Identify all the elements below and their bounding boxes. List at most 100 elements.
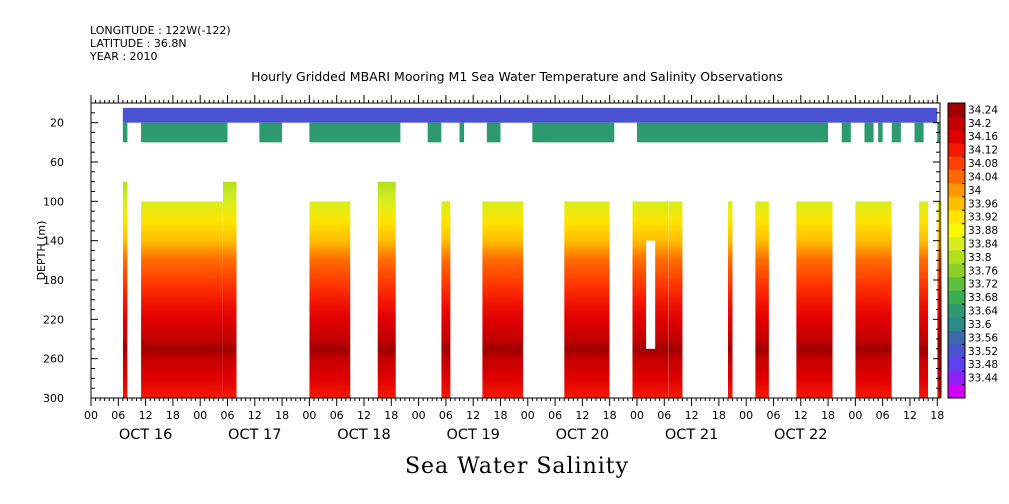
x-hour-label: 12 (357, 409, 371, 422)
colorbar-label: 33.56 (968, 332, 998, 344)
deep-segment-11 (755, 201, 769, 398)
colorbar-label: 34.08 (968, 158, 998, 170)
x-day-label: OCT 22 (774, 427, 827, 443)
x-hour-label: 06 (876, 409, 890, 422)
deep-segment-13 (855, 201, 892, 398)
colorbar-label: 33.52 (968, 346, 998, 358)
chart-title: Hourly Gridded MBARI Mooring M1 Sea Wate… (251, 69, 783, 84)
data-layer (122, 107, 942, 398)
variable-title: Sea Water Salinity (404, 454, 630, 479)
x-hour-label: 18 (712, 409, 726, 422)
colorbar-bin (948, 196, 965, 211)
colorbar-bin (948, 371, 965, 386)
x-hour-label: 12 (903, 409, 917, 422)
shallow-segment-8 (636, 122, 829, 143)
y-tick-label: 140 (43, 235, 64, 248)
x-hour-label: 18 (821, 409, 835, 422)
colorbar-label: 34.2 (968, 118, 991, 130)
colorbar-bin (948, 183, 965, 198)
colorbar-label: 33.88 (968, 225, 998, 237)
x-hour-label: 00 (193, 409, 207, 422)
x-day-label: OCT 17 (228, 427, 281, 443)
colorbar-label: 33.68 (968, 292, 998, 304)
deep-segment-14 (919, 201, 929, 398)
axes: 20 60 100 140 180 220 260 300 DEPTH (m) 00 06 12 18 0… (35, 95, 944, 443)
y-tick-label: 300 (43, 392, 64, 405)
x-hour-label: 00 (302, 409, 316, 422)
deep-segment-4 (377, 181, 396, 398)
colorbar-label: 33.44 (968, 373, 998, 385)
shallow-segment-9 (841, 122, 851, 143)
x-hour-label: 00 (848, 409, 862, 422)
colorbar-bin (948, 344, 965, 359)
colorbar-bin (948, 357, 965, 372)
deep-segment-9 (668, 201, 683, 398)
colorbar-bin (948, 250, 965, 265)
x-hour-label: 18 (493, 409, 507, 422)
x-hour-label: 06 (548, 409, 562, 422)
x-hour-label: 18 (384, 409, 398, 422)
colorbar-label: 33.64 (968, 306, 998, 318)
shallow-segment-1 (141, 122, 228, 143)
y-tick-label: 100 (43, 195, 64, 208)
shallow-segment-6 (486, 122, 501, 143)
x-hour-label: 18 (930, 409, 944, 422)
deep-segment-0 (122, 181, 128, 398)
x-hour-label: 18 (275, 409, 289, 422)
x-day-label: OCT 20 (556, 427, 609, 443)
x-hour-label: 18 (166, 409, 180, 422)
deep-segment-2 (222, 181, 237, 398)
colorbar-label: 33.92 (968, 212, 998, 224)
deep-segment-6 (482, 201, 524, 398)
x-hour-label: 18 (603, 409, 617, 422)
shallow-segment-0 (122, 122, 128, 143)
colorbar-bin (948, 143, 965, 158)
y-tick-label: 20 (50, 117, 64, 130)
colorbar-label: 33.96 (968, 198, 998, 210)
deep-segment-10 (727, 201, 733, 398)
y-tick-label: 220 (43, 313, 64, 326)
deep-segment-12 (796, 201, 833, 398)
colorbar-label: 34 (968, 185, 982, 197)
colorbar-bin (948, 330, 965, 345)
x-day-label: OCT 19 (446, 427, 499, 443)
shallow-segment-10 (864, 122, 874, 143)
colorbar-label: 33.76 (968, 265, 998, 277)
x-hour-label: 06 (220, 409, 234, 422)
x-hour-label: 12 (248, 409, 262, 422)
y-tick-label: 260 (43, 353, 64, 366)
x-hour-label: 06 (766, 409, 780, 422)
x-hour-label: 00 (630, 409, 644, 422)
colorbar-label: 33.8 (968, 252, 991, 264)
colorbar-bin (948, 317, 965, 332)
surface-layer (122, 107, 938, 123)
colorbar-label: 33.72 (968, 279, 998, 291)
colorbar-bin (948, 170, 965, 184)
x-hour-label: 06 (657, 409, 671, 422)
colorbar-bin (948, 384, 965, 399)
colorbar-bin (948, 290, 965, 305)
colorbar-bin (948, 304, 965, 319)
deep-segment-7 (564, 201, 610, 398)
shallow-segment-3 (309, 122, 401, 143)
colorbar-bin (948, 129, 965, 144)
x-hour-label: 00 (521, 409, 535, 422)
x-hour-label: 00 (412, 409, 426, 422)
deep-segment-3 (309, 201, 351, 398)
colorbar-label: 33.48 (968, 359, 998, 371)
shallow-segment-13 (914, 122, 924, 143)
colorbar-bin (948, 237, 965, 251)
x-hour-label: 06 (111, 409, 125, 422)
x-hour-label: 06 (330, 409, 344, 422)
y-tick-label: 60 (50, 156, 64, 169)
x-hour-label: 00 (739, 409, 753, 422)
colorbar-label: 33.84 (968, 239, 998, 251)
x-day-label: OCT 16 (119, 427, 172, 443)
shallow-segment-12 (891, 122, 901, 143)
x-hour-label: 12 (575, 409, 589, 422)
colorbar-label: 34.24 (968, 104, 998, 116)
y-tick-label: 180 (43, 274, 64, 287)
shallow-segment-2 (259, 122, 283, 143)
